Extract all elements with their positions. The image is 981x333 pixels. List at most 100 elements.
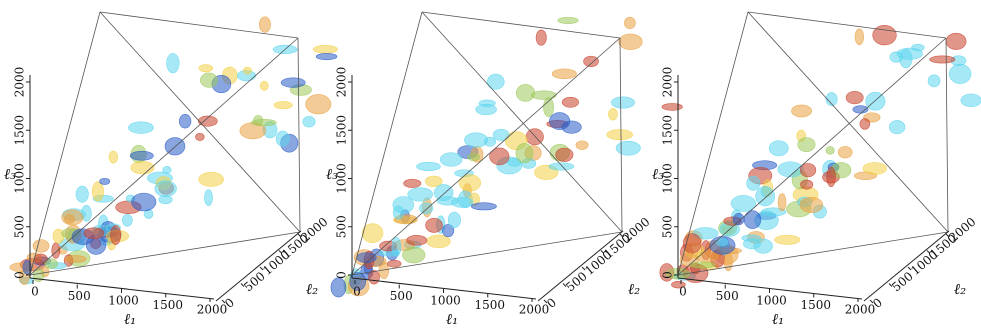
isosurface-blob [960, 93, 981, 108]
isosurface-blob [439, 152, 463, 167]
isosurface-blob [797, 137, 816, 152]
isosurface-blob [273, 101, 293, 110]
z-axis-label: ℓ₃ [326, 165, 338, 183]
y-tick [869, 299, 874, 304]
isosurface-blob [64, 255, 87, 263]
isosurface-blob [83, 227, 105, 239]
isosurface-blob [198, 64, 214, 73]
y-tick [259, 266, 264, 271]
z-tick-label: 1000 [335, 163, 349, 194]
isosurface-blob [259, 80, 269, 91]
isosurface-blob [64, 214, 75, 224]
isosurface-blob [557, 16, 579, 24]
z-tick-label: 500 [335, 215, 349, 238]
isosurface-blob [200, 72, 218, 88]
isosurface-blob [661, 103, 683, 111]
x-tick-label: 1000 [108, 294, 139, 308]
isosurface-blob [315, 53, 338, 61]
isosurface-blob [250, 119, 277, 127]
isosurface-blob [486, 73, 505, 90]
y-tick [581, 266, 586, 271]
isosurface-blob [948, 63, 972, 84]
isosurface-blob [392, 205, 404, 220]
isosurface-blob [872, 25, 897, 46]
tetrahedron-edge [351, 231, 623, 276]
x-tick-label: 2000 [519, 303, 550, 317]
y-tick [945, 233, 950, 238]
x-tick-label: 500 [68, 289, 91, 303]
isosurface-blob [312, 45, 338, 54]
tetrahedron-edge [99, 11, 301, 233]
isosurface-blob [561, 96, 579, 108]
isosurface-blob [305, 94, 332, 115]
x-tick-label: 500 [390, 289, 413, 303]
isosurface-blob [32, 239, 50, 253]
isosurface-blob [451, 197, 474, 208]
isosurface-blob [242, 66, 252, 75]
y-axis-label: ℓ₂ [954, 280, 966, 298]
isosurface-blob [467, 153, 481, 161]
tetrahedron-edge [945, 37, 949, 233]
z-tick-label: 1000 [661, 163, 675, 194]
z-tick-label: 0 [661, 271, 675, 279]
isosurface-blob [575, 140, 589, 150]
isosurface-blob [799, 163, 817, 178]
tetrahedron-edge [421, 11, 623, 233]
isosurface-blob [458, 174, 482, 192]
isosurface-blob [361, 223, 384, 244]
isosurface-blob [131, 192, 157, 212]
x-tick-label: 0 [679, 285, 687, 299]
isosurface-blob [349, 272, 367, 291]
z-tick-label: 2000 [13, 67, 27, 98]
isosurface-blob [624, 16, 636, 30]
z-tick-label: 2000 [661, 67, 675, 98]
isosurface-blob [741, 234, 761, 242]
isosurface-blob [259, 16, 271, 33]
tetrahedron-edge [351, 11, 423, 276]
isosurface-blob [198, 171, 224, 187]
y-tick [926, 250, 931, 254]
x-tick-label: 1500 [474, 298, 505, 312]
isosurface-blob [865, 91, 886, 111]
isosurface-blob [911, 43, 925, 52]
isosurface-blob [464, 132, 488, 148]
isosurface-blob [128, 121, 154, 134]
y-tick [600, 250, 605, 254]
x-tick-label: 0 [31, 285, 39, 299]
isosurface-blob [862, 162, 887, 175]
isosurface-blob [777, 193, 787, 212]
isosurface-blob [899, 49, 913, 69]
isosurface-blob [75, 185, 89, 203]
x-tick-label: 1500 [800, 298, 831, 312]
tetrahedron-edge [677, 11, 749, 276]
isosurface-blob [280, 77, 306, 88]
isosurface-blob [777, 161, 804, 178]
isosurface-blob [471, 202, 497, 211]
z-tick-label: 0 [13, 271, 27, 279]
isosurface-blob [407, 187, 433, 202]
tetrahedron-edge [421, 11, 621, 39]
isosurface-blob [531, 90, 557, 100]
isosurface-blob [275, 130, 290, 147]
isosurface-blob [799, 196, 824, 213]
isosurface-blob [302, 116, 316, 128]
isosurface-blob [403, 178, 422, 188]
y-axis-label: ℓ₂ [628, 280, 640, 298]
x-tick-label: 1500 [152, 298, 183, 312]
isosurface-blob [44, 258, 58, 269]
isosurface-blob [425, 175, 443, 188]
isosurface-blob [478, 99, 496, 107]
isosurface-blob [447, 211, 461, 229]
isosurface-blob [416, 161, 441, 172]
isosurface-blob [723, 252, 733, 272]
isosurface-blob [755, 186, 776, 207]
isosurface-blob [51, 242, 61, 259]
y-axis-label: ℓ₂ [306, 280, 318, 298]
y-tick-label: 2000 [298, 215, 330, 245]
isosurface-blob [825, 92, 838, 107]
isosurface-blob [515, 143, 534, 164]
isosurface-blob [746, 175, 761, 191]
